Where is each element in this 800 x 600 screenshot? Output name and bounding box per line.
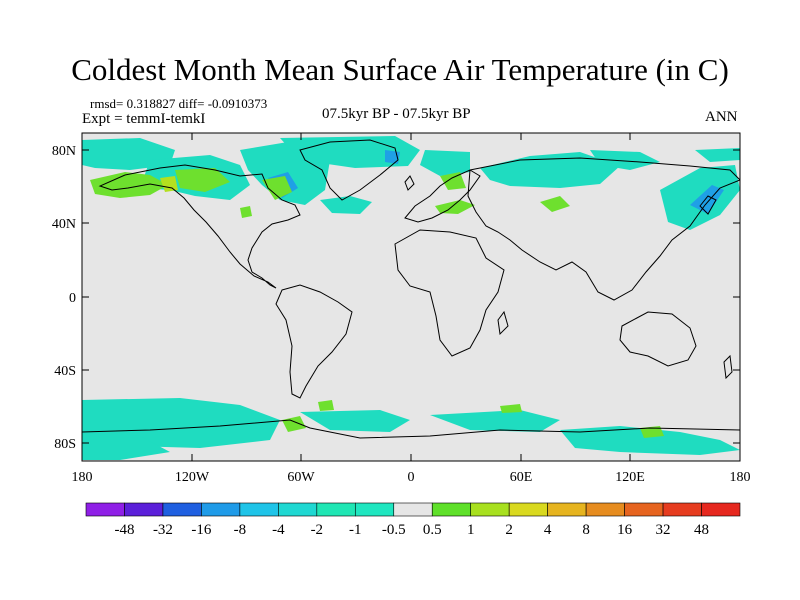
colorbar-swatch (585, 502, 625, 517)
lon-label: 180 (72, 470, 93, 485)
colorbar-swatch (278, 502, 318, 517)
colorbar-swatch (431, 502, 472, 517)
colorbar-swatch (701, 502, 741, 517)
lon-label: 120E (615, 470, 645, 485)
anomaly-central-asia (540, 196, 570, 212)
anomaly-alaska (90, 172, 168, 198)
colorbar-label: 0.5 (423, 522, 442, 538)
colorbar (85, 502, 741, 517)
colorbar-label: -4 (272, 522, 285, 538)
anomaly-southern-ocean-east (430, 410, 560, 432)
anomaly-alaska-core (160, 176, 178, 192)
lat-label: 0 (69, 291, 76, 306)
colorbar-label: 32 (656, 522, 671, 538)
colorbar-swatch (316, 502, 356, 517)
colorbar-swatch (662, 502, 702, 517)
colorbar-swatch (201, 502, 241, 517)
lon-label: 180 (730, 470, 751, 485)
stats-text: rmsd= 0.318827 diff= -0.0910373 (90, 96, 268, 111)
colorbar-swatch (354, 502, 395, 517)
anomaly-scandinavia-warm (440, 172, 466, 190)
anomaly-north-canada (175, 168, 230, 192)
coast-australia (619, 311, 697, 367)
coast-africa (394, 229, 505, 357)
coast-asia (467, 157, 740, 301)
colorbar-swatch (508, 502, 548, 517)
period-label: 07.5kyr BP - 07.5kyr BP (322, 106, 471, 122)
colorbar-swatch (624, 502, 664, 517)
colorbar-label: 4 (544, 522, 552, 538)
anomaly-north-atlantic (320, 196, 372, 214)
anomaly-east-siberia (695, 148, 740, 162)
anomaly-great-lakes (240, 206, 252, 218)
colorbar-label: -1 (349, 522, 362, 538)
chart-title: Coldest Month Mean Surface Air Temperatu… (71, 52, 729, 87)
colorbar-labels: -48 -32 -16 -8 -4 -2 -1 -0.5 0.5 1 2 4 8 16 32 48 (114, 522, 709, 538)
anomaly-antarctic-west (82, 430, 170, 460)
colorbar-label: -8 (234, 522, 247, 538)
coastlines (82, 139, 740, 439)
anomaly-japan-core (690, 185, 724, 214)
colorbar-swatch (124, 502, 164, 517)
anomaly-antarctic-east (560, 426, 740, 455)
colorbar-label: -48 (114, 522, 134, 538)
colorbar-label: -0.5 (382, 522, 406, 538)
lon-label: 60W (287, 470, 315, 485)
lat-label: 40N (52, 217, 76, 232)
coast-south-america (275, 284, 353, 399)
longitude-labels: 180 120W 60W 0 60E 120E 180 (72, 470, 751, 485)
anomaly-southern-ocean-mid (300, 410, 410, 432)
lat-label: 80S (54, 437, 76, 452)
coast-antarctica (82, 419, 740, 439)
latitude-labels: 80N 40N 0 40S 80S (52, 144, 76, 452)
colorbar-label: 16 (617, 522, 633, 538)
season-label: ANN (705, 109, 738, 125)
coast-new-zealand (723, 354, 733, 380)
lat-label: 40S (54, 364, 76, 379)
anomaly-scandinavia (420, 150, 470, 176)
lon-label: 60E (510, 470, 533, 485)
anomaly-europe-central (435, 200, 475, 214)
coast-madagascar (497, 310, 509, 336)
colorbar-swatch (547, 502, 587, 517)
colorbar-label: 48 (694, 522, 709, 538)
axis-ticks (81, 133, 741, 461)
colorbar-swatch (239, 502, 279, 517)
coast-north-america (98, 164, 301, 289)
colorbar-swatch (393, 502, 433, 517)
anomaly-arctic-east (590, 150, 660, 170)
lon-label: 0 (408, 470, 415, 485)
colorbar-swatch (162, 502, 202, 517)
coast-greenland (299, 139, 399, 201)
coast-europe (404, 169, 481, 223)
lat-label: 80N (52, 144, 76, 159)
colorbar-label: -32 (153, 522, 173, 538)
colorbar-swatch (470, 502, 510, 517)
colorbar-label: -16 (191, 522, 211, 538)
anomaly-southern-warm-2 (318, 400, 334, 411)
coast-japan (699, 195, 717, 215)
colorbar-label: 8 (582, 522, 590, 538)
lon-label: 120W (175, 470, 210, 485)
coast-uk (404, 175, 415, 191)
anomaly-antarctic-warm (640, 426, 664, 438)
colorbar-swatch (85, 502, 125, 517)
anomaly-southern-warm-3 (500, 404, 522, 413)
experiment-label: Expt = temmI-temkI (82, 111, 206, 127)
colorbar-label: 1 (467, 522, 475, 538)
colorbar-label: 2 (505, 522, 513, 538)
anomaly-hudson-bay (262, 176, 292, 200)
colorbar-label: -2 (311, 522, 324, 538)
